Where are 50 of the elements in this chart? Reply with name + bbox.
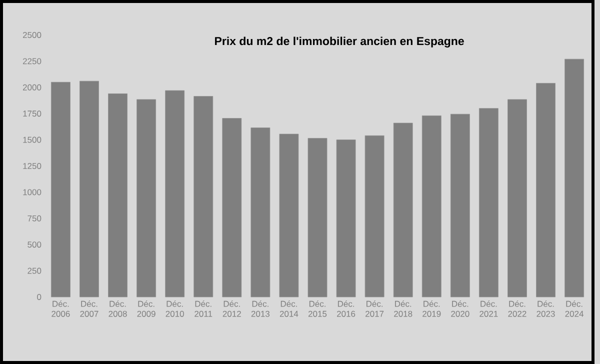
- y-tick-label: 1250: [23, 162, 42, 169]
- bar: [393, 122, 413, 298]
- x-tick-label: Déc. 2014: [280, 300, 298, 317]
- x-tick-label: Déc. 2019: [422, 300, 441, 317]
- bar: [422, 115, 442, 298]
- bar: [508, 99, 527, 298]
- x-tick-label: Déc. 2024: [565, 300, 584, 317]
- bar: [80, 80, 99, 298]
- x-tick-label: Déc. 2020: [451, 300, 470, 317]
- x-tick-label: Déc. 2018: [394, 300, 412, 317]
- x-tick-label: Déc. 2007: [80, 300, 98, 317]
- y-tick-label: 250: [28, 268, 42, 274]
- y-tick-label: 750: [28, 215, 42, 222]
- bar: [450, 114, 470, 298]
- bar: [564, 58, 584, 298]
- y-tick-label: 1750: [23, 110, 42, 117]
- y-tick-label: 2250: [22, 58, 42, 64]
- bar: [136, 99, 156, 298]
- chart-title: Prix du m2 de l'immobilier ancien en Espagne: [215, 36, 464, 48]
- x-tick-label: Déc. 2022: [508, 300, 526, 317]
- x-tick-label: Déc. 2021: [480, 300, 498, 317]
- bar: [165, 90, 185, 298]
- bar: [108, 93, 128, 298]
- x-tick-label: Déc. 2009: [137, 300, 156, 317]
- x-tick-label: Déc. 2012: [222, 300, 241, 317]
- x-tick-label: Déc. 2008: [108, 300, 127, 317]
- y-tick-label: 500: [28, 242, 42, 248]
- bar: [222, 118, 242, 298]
- y-tick-label: 2500: [22, 32, 42, 38]
- bar: [194, 96, 214, 298]
- x-tick-label: Déc. 2010: [166, 300, 184, 317]
- x-tick-label: Déc. 2016: [337, 300, 356, 317]
- x-tick-label: Déc. 2006: [52, 300, 70, 317]
- bar: [250, 128, 270, 298]
- y-tick-label: 2000: [22, 84, 42, 90]
- y-tick-label: 1500: [23, 136, 42, 143]
- x-tick-label: Déc. 2013: [251, 300, 270, 317]
- bar: [364, 135, 384, 298]
- x-tick-label: Déc. 2011: [194, 300, 212, 317]
- bar: [308, 138, 328, 298]
- x-tick-label: Déc. 2015: [308, 300, 327, 317]
- y-tick-label: 1000: [23, 189, 42, 196]
- x-tick-label: Déc. 2017: [366, 300, 384, 317]
- bar: [279, 134, 299, 298]
- bar: [336, 140, 356, 298]
- y-tick-label: 0: [37, 294, 42, 300]
- x-tick-label: Déc. 2023: [536, 300, 555, 317]
- bar: [536, 83, 556, 298]
- bar: [51, 82, 70, 298]
- bar: [479, 108, 498, 298]
